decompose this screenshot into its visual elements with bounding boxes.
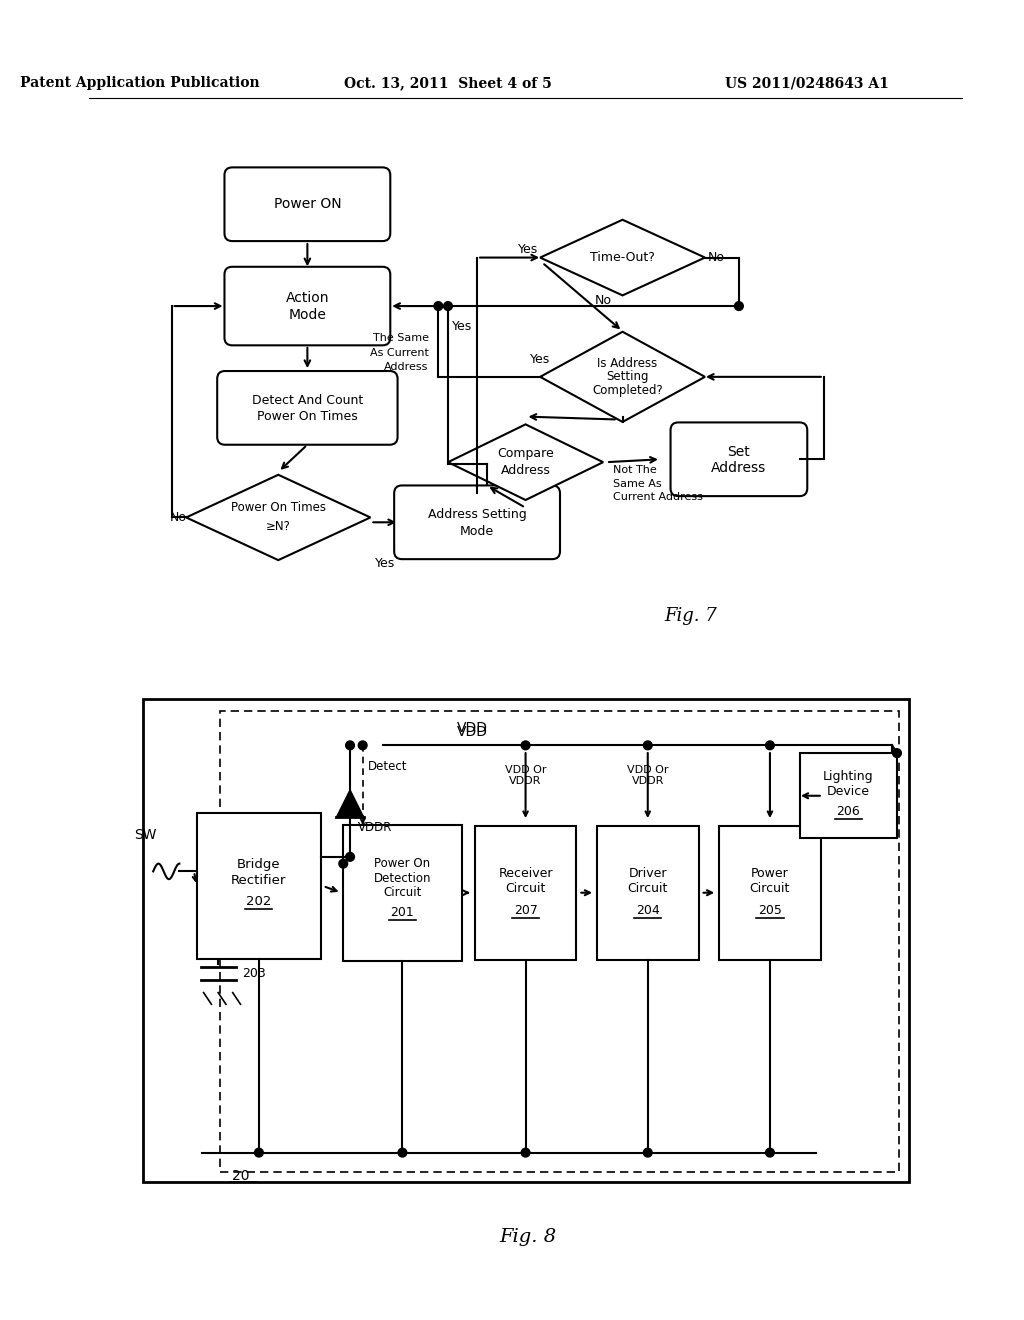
- Text: No: No: [170, 511, 187, 524]
- Text: Action: Action: [286, 292, 329, 305]
- FancyBboxPatch shape: [394, 486, 560, 560]
- Polygon shape: [186, 475, 371, 560]
- Text: 20: 20: [231, 1170, 249, 1183]
- Circle shape: [734, 302, 743, 310]
- Polygon shape: [540, 219, 705, 296]
- FancyBboxPatch shape: [224, 168, 390, 242]
- Text: Rectifier: Rectifier: [231, 874, 287, 887]
- Circle shape: [358, 741, 367, 750]
- Text: No: No: [709, 251, 725, 264]
- Text: Mode: Mode: [289, 308, 327, 322]
- Text: 206: 206: [837, 805, 860, 818]
- FancyBboxPatch shape: [217, 371, 397, 445]
- Text: No: No: [595, 294, 611, 306]
- Bar: [597, 826, 698, 960]
- Text: VDD Or: VDD Or: [627, 764, 669, 775]
- Text: Oct. 13, 2011  Sheet 4 of 5: Oct. 13, 2011 Sheet 4 of 5: [344, 77, 552, 90]
- Text: ≥N?: ≥N?: [266, 520, 291, 533]
- Text: Detection: Detection: [374, 871, 431, 884]
- Bar: [220, 711, 899, 1172]
- Text: Power On: Power On: [375, 857, 430, 870]
- Text: Circuit: Circuit: [383, 886, 422, 899]
- Text: As Current: As Current: [370, 347, 429, 358]
- Bar: [719, 826, 821, 960]
- Circle shape: [521, 741, 530, 750]
- Text: Current Address: Current Address: [612, 492, 702, 502]
- Circle shape: [643, 1148, 652, 1156]
- Text: Setting: Setting: [606, 371, 648, 383]
- Text: Detect And Count: Detect And Count: [252, 393, 362, 407]
- Circle shape: [443, 302, 453, 310]
- Text: 204: 204: [636, 904, 659, 916]
- Circle shape: [255, 1148, 263, 1156]
- Text: 203: 203: [243, 966, 266, 979]
- Text: Fig. 7: Fig. 7: [664, 607, 717, 626]
- Text: Set: Set: [727, 445, 751, 458]
- Text: Address Setting: Address Setting: [428, 508, 526, 521]
- Text: Fig. 8: Fig. 8: [499, 1228, 556, 1246]
- Text: 201: 201: [390, 906, 415, 919]
- Text: Time-Out?: Time-Out?: [590, 251, 655, 264]
- Circle shape: [339, 859, 347, 869]
- Text: Address: Address: [384, 362, 429, 372]
- Circle shape: [766, 1148, 774, 1156]
- Bar: [197, 813, 321, 958]
- Text: VDDR: VDDR: [632, 776, 664, 787]
- Text: Driver: Driver: [629, 867, 667, 880]
- Circle shape: [346, 741, 354, 750]
- Text: Compare: Compare: [498, 447, 554, 459]
- Bar: [343, 825, 462, 961]
- Circle shape: [521, 1148, 530, 1156]
- Text: Is Address: Is Address: [597, 356, 657, 370]
- Text: The Same: The Same: [373, 333, 429, 343]
- Polygon shape: [540, 331, 705, 422]
- Text: Circuit: Circuit: [750, 882, 791, 895]
- Text: VDD: VDD: [457, 721, 487, 735]
- Text: Address: Address: [501, 465, 551, 478]
- Text: Address: Address: [712, 461, 767, 475]
- Circle shape: [398, 1148, 407, 1156]
- Bar: [475, 826, 577, 960]
- Text: 202: 202: [246, 895, 271, 908]
- Text: VDD Or: VDD Or: [505, 764, 547, 775]
- Text: Power On Times: Power On Times: [230, 502, 326, 515]
- FancyBboxPatch shape: [224, 267, 390, 346]
- Text: Yes: Yes: [453, 319, 473, 333]
- FancyBboxPatch shape: [671, 422, 807, 496]
- Circle shape: [346, 853, 354, 861]
- Text: Yes: Yes: [530, 352, 550, 366]
- Text: Lighting: Lighting: [823, 770, 873, 783]
- Text: Circuit: Circuit: [628, 882, 668, 895]
- Text: Yes: Yes: [518, 243, 539, 256]
- Text: Yes: Yes: [375, 557, 395, 569]
- Text: Power On Times: Power On Times: [257, 411, 357, 424]
- Text: Same As: Same As: [612, 479, 662, 488]
- Circle shape: [766, 741, 774, 750]
- Text: VDDR: VDDR: [357, 821, 392, 834]
- Bar: [800, 754, 897, 838]
- Circle shape: [893, 748, 901, 758]
- Circle shape: [434, 302, 442, 310]
- Circle shape: [643, 741, 652, 750]
- Bar: [142, 698, 908, 1181]
- Text: VDD: VDD: [457, 725, 487, 739]
- Text: Patent Application Publication: Patent Application Publication: [19, 77, 259, 90]
- Text: US 2011/0248643 A1: US 2011/0248643 A1: [725, 77, 889, 90]
- Text: Completed?: Completed?: [592, 384, 663, 397]
- Text: VDDR: VDDR: [509, 776, 542, 787]
- Text: Mode: Mode: [460, 524, 495, 537]
- Text: Detect: Detect: [368, 760, 407, 774]
- Text: Bridge: Bridge: [238, 858, 281, 871]
- Text: Receiver: Receiver: [499, 867, 553, 880]
- Text: SW: SW: [134, 828, 157, 842]
- Text: Power ON: Power ON: [273, 197, 341, 211]
- Text: 205: 205: [758, 904, 782, 916]
- Text: 207: 207: [514, 904, 538, 916]
- Text: Circuit: Circuit: [506, 882, 546, 895]
- Text: Device: Device: [827, 785, 870, 799]
- Polygon shape: [447, 424, 603, 500]
- Text: Not The: Not The: [612, 465, 656, 475]
- Text: Power: Power: [751, 867, 788, 880]
- Polygon shape: [337, 789, 364, 817]
